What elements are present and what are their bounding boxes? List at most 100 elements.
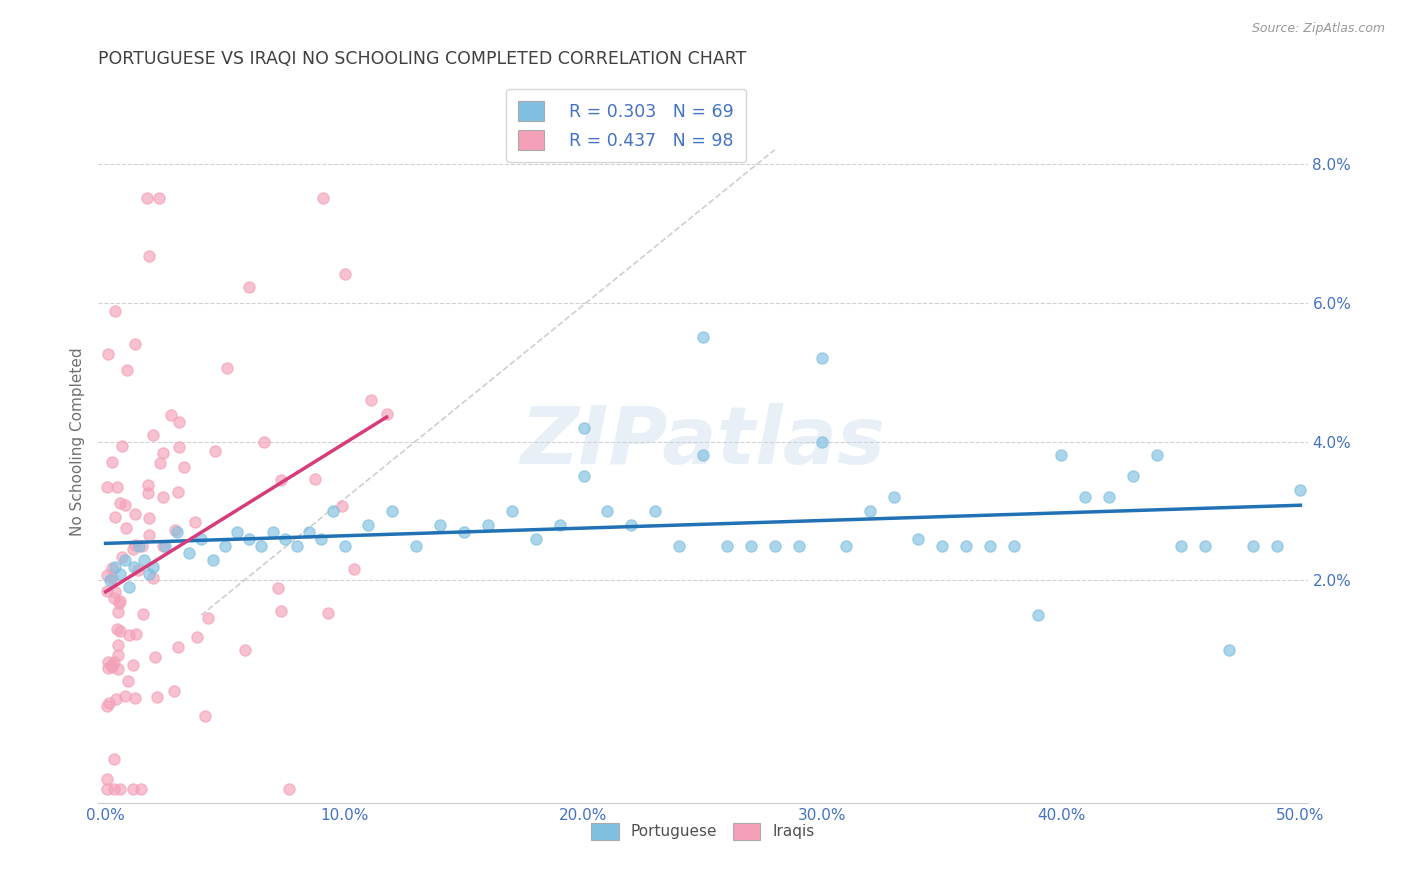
Point: [107, 638, 129, 652]
Point: [214, 539, 236, 553]
Point: [202, 552, 225, 566]
Point: [108, 781, 131, 796]
Point: [304, 472, 326, 486]
Point: [253, 435, 276, 450]
Point: [360, 393, 382, 408]
Point: [217, 361, 239, 376]
Y-axis label: No Schooling Completed: No Schooling Completed: [69, 347, 84, 536]
Point: [138, 527, 160, 541]
Point: [267, 581, 290, 595]
Point: [343, 561, 366, 575]
Point: [1002, 539, 1025, 553]
Point: [124, 691, 146, 706]
Point: [787, 539, 810, 553]
Point: [96, 772, 118, 786]
Point: [148, 191, 170, 205]
Point: [96, 781, 118, 796]
Point: [107, 648, 129, 662]
Point: [136, 191, 159, 205]
Point: [105, 622, 128, 636]
Point: [238, 532, 260, 546]
Point: [118, 627, 141, 641]
Point: [107, 605, 129, 619]
Point: [125, 626, 148, 640]
Point: [1026, 608, 1049, 623]
Point: [101, 561, 124, 575]
Point: [115, 521, 138, 535]
Point: [166, 640, 188, 654]
Point: [108, 496, 131, 510]
Point: [620, 517, 643, 532]
Point: [104, 559, 127, 574]
Point: [179, 546, 201, 560]
Point: [103, 655, 125, 669]
Point: [1074, 490, 1097, 504]
Point: [96, 583, 118, 598]
Point: [226, 524, 249, 539]
Point: [692, 449, 714, 463]
Point: [118, 581, 141, 595]
Point: [103, 751, 125, 765]
Point: [716, 539, 738, 553]
Point: [138, 249, 160, 263]
Point: [100, 657, 122, 672]
Point: [572, 469, 595, 483]
Point: [149, 456, 172, 470]
Point: [97, 661, 120, 675]
Point: [122, 781, 145, 796]
Point: [811, 434, 834, 449]
Point: [262, 524, 284, 539]
Point: [100, 660, 122, 674]
Point: [429, 517, 451, 532]
Point: [375, 407, 398, 421]
Point: [333, 539, 356, 553]
Point: [274, 532, 297, 546]
Point: [285, 539, 308, 553]
Point: [357, 517, 380, 532]
Point: [136, 477, 159, 491]
Point: [138, 566, 160, 581]
Point: [122, 559, 145, 574]
Point: [740, 539, 762, 553]
Point: [97, 697, 120, 711]
Point: [405, 539, 427, 553]
Text: PORTUGUESE VS IRAQI NO SCHOOLING COMPLETED CORRELATION CHART: PORTUGUESE VS IRAQI NO SCHOOLING COMPLET…: [98, 50, 747, 68]
Point: [311, 191, 333, 205]
Point: [668, 539, 690, 553]
Point: [104, 510, 127, 524]
Point: [183, 515, 205, 529]
Point: [96, 698, 118, 713]
Text: ZIPatlas: ZIPatlas: [520, 402, 886, 481]
Point: [127, 562, 149, 576]
Point: [152, 490, 174, 504]
Point: [105, 480, 128, 494]
Text: Source: ZipAtlas.com: Source: ZipAtlas.com: [1251, 22, 1385, 36]
Point: [572, 420, 595, 434]
Point: [979, 539, 1001, 553]
Point: [122, 658, 145, 673]
Point: [298, 524, 321, 539]
Point: [152, 539, 174, 553]
Point: [108, 594, 131, 608]
Point: [117, 674, 139, 689]
Point: [108, 596, 131, 610]
Point: [883, 490, 905, 504]
Point: [1218, 643, 1240, 657]
Point: [333, 267, 356, 281]
Point: [811, 351, 834, 366]
Point: [1146, 449, 1168, 463]
Point: [132, 552, 155, 566]
Point: [931, 539, 953, 553]
Point: [160, 409, 183, 423]
Point: [111, 439, 134, 453]
Point: [124, 336, 146, 351]
Point: [330, 499, 353, 513]
Point: [142, 559, 165, 574]
Point: [96, 480, 118, 494]
Point: [1098, 490, 1121, 504]
Point: [114, 498, 136, 512]
Point: [524, 532, 547, 546]
Point: [322, 504, 344, 518]
Point: [166, 484, 188, 499]
Point: [238, 280, 260, 294]
